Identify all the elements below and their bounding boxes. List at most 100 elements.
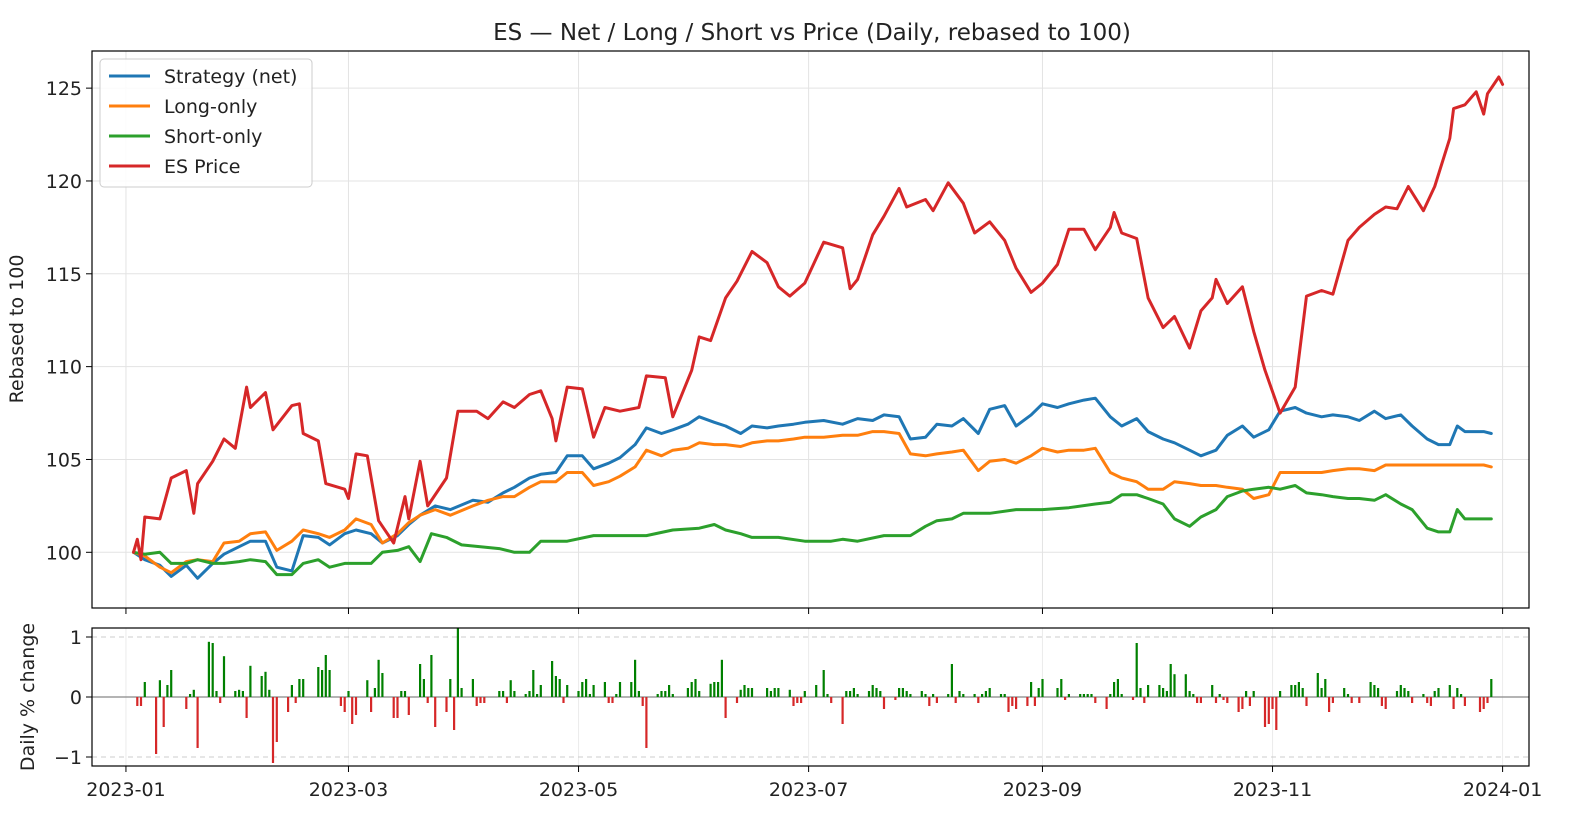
daily-change-bar — [1041, 679, 1044, 697]
daily-change-bar — [1116, 679, 1119, 697]
daily-change-bar — [1463, 697, 1466, 706]
daily-change-bar — [724, 697, 727, 718]
daily-change-bar — [509, 680, 512, 697]
daily-change-bar — [1324, 679, 1327, 697]
daily-change-bar — [1218, 694, 1221, 697]
daily-change-bar — [1426, 697, 1429, 703]
daily-change-bar — [924, 694, 927, 697]
daily-change-bar — [641, 697, 644, 706]
daily-change-bar — [1343, 688, 1346, 697]
daily-change-bar — [788, 689, 791, 697]
daily-change-bar — [1086, 694, 1089, 697]
main-lines — [132, 75, 1505, 580]
daily-change-bar — [664, 691, 667, 697]
daily-change-bar — [294, 697, 297, 703]
daily-change-bar — [1411, 697, 1414, 703]
daily-change-bar — [973, 694, 976, 697]
daily-change-bar — [268, 689, 271, 697]
main-y-ticks: 100 105 110 115 120 125 — [46, 78, 1504, 614]
x-tick-label: 2023-03 — [309, 779, 388, 801]
daily-change-bar — [856, 694, 859, 697]
daily-change-bar — [351, 697, 354, 724]
daily-change-bar — [1267, 697, 1270, 724]
daily-change-bar — [822, 670, 825, 697]
daily-change-bar — [920, 691, 923, 697]
daily-change-bar — [882, 697, 886, 709]
daily-change-bar — [1241, 697, 1244, 709]
daily-change-bar — [1248, 697, 1251, 706]
daily-change-bar — [618, 682, 622, 697]
daily-change-bar — [1105, 697, 1108, 709]
daily-change-bar — [1147, 685, 1150, 697]
main-y-tick-label: 115 — [46, 264, 82, 286]
daily-change-bar — [977, 697, 980, 703]
main-y-tick-label: 125 — [46, 78, 82, 100]
main-axes-frame — [91, 50, 1530, 609]
daily-change-bar — [1056, 688, 1059, 697]
daily-change-bar — [984, 691, 987, 697]
daily-change-bar — [453, 697, 456, 730]
series-line-short-only — [132, 484, 1493, 577]
daily-change-bar — [849, 691, 852, 697]
daily-change-bar — [735, 697, 739, 703]
daily-change-bar — [483, 697, 486, 703]
daily-change-bar — [1279, 691, 1282, 697]
daily-change-bar — [1437, 688, 1440, 697]
daily-change-bar — [366, 680, 369, 697]
daily-change-bar — [630, 682, 633, 697]
x-tick-label: 2023-05 — [539, 779, 618, 801]
daily-change-bar — [1143, 697, 1146, 703]
daily-change-bar — [377, 659, 380, 697]
daily-change-bar — [1305, 697, 1308, 706]
daily-change-bar — [479, 697, 482, 703]
daily-change-bar — [1011, 697, 1014, 706]
daily-change-bar — [449, 679, 452, 697]
daily-change-bar — [1346, 694, 1350, 697]
daily-change-bar — [958, 691, 961, 697]
daily-change-bar — [1184, 674, 1187, 697]
daily-change-bar — [1328, 697, 1331, 712]
daily-change-bar — [1162, 688, 1165, 697]
daily-change-bar — [536, 694, 539, 697]
daily-change-bar — [1222, 697, 1225, 700]
daily-change-bar — [875, 688, 878, 697]
main-axes: 100 105 110 115 120 125 Rebased to 100 Strate… — [6, 50, 1530, 614]
daily-change-bar — [1290, 685, 1293, 697]
daily-change-bar — [1120, 694, 1123, 697]
daily-change-bar — [324, 655, 327, 697]
daily-change-bar — [954, 697, 957, 703]
legend-label-long-only: Long-only — [164, 96, 257, 118]
daily-change-bar — [551, 661, 554, 697]
sub-y-tick-label: −1 — [54, 747, 82, 769]
daily-change-bar — [713, 682, 716, 697]
daily-change-bar — [803, 691, 806, 697]
daily-change-bar — [275, 697, 278, 742]
daily-change-bar — [1316, 673, 1319, 697]
daily-change-bar — [502, 691, 505, 697]
daily-change-bar — [1252, 691, 1255, 697]
daily-change-bar — [505, 697, 508, 703]
daily-change-bar — [1094, 697, 1097, 703]
daily-change-bar — [656, 694, 659, 697]
daily-change-bar — [264, 671, 267, 697]
daily-change-bar — [166, 685, 169, 697]
daily-change-bar — [1486, 697, 1489, 703]
daily-change-bar — [1214, 697, 1218, 703]
chart-title: ES — Net / Long / Short vs Price (Daily,… — [493, 20, 1131, 46]
daily-change-bar — [1263, 697, 1267, 727]
daily-change-bar — [400, 691, 403, 697]
daily-change-bar — [947, 694, 950, 697]
daily-change-bar — [430, 655, 433, 697]
daily-change-bar — [1158, 685, 1161, 697]
daily-change-bar — [750, 688, 754, 697]
daily-change-bar — [615, 694, 618, 697]
daily-change-bar — [434, 697, 437, 727]
daily-change-bar — [139, 697, 143, 706]
main-y-tick-label: 110 — [46, 357, 82, 379]
sub-y-tick-label: 0 — [70, 687, 82, 709]
daily-change-bar — [192, 689, 195, 697]
daily-change-bar — [1113, 682, 1116, 697]
daily-change-bar — [1380, 697, 1383, 706]
daily-change-bar — [1196, 697, 1199, 703]
